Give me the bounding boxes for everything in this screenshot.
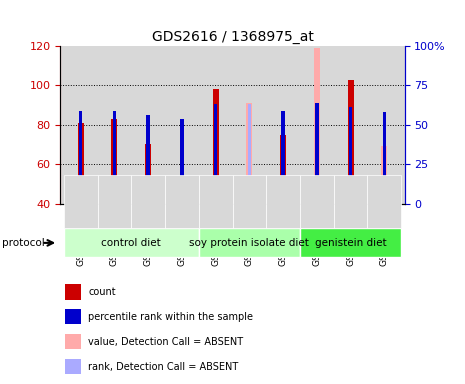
Bar: [347, 79, 353, 204]
Bar: [79, 111, 82, 204]
Bar: [78, 123, 84, 204]
Bar: [248, 104, 251, 204]
Bar: [146, 115, 150, 204]
Text: genistein diet: genistein diet: [315, 238, 386, 248]
Text: protocol: protocol: [2, 238, 45, 248]
Bar: [280, 135, 286, 204]
Bar: [232, 175, 266, 228]
Bar: [165, 175, 199, 228]
Bar: [381, 146, 387, 204]
Bar: [246, 103, 252, 204]
Bar: [349, 108, 352, 204]
Bar: [315, 103, 319, 204]
Bar: [64, 175, 98, 228]
Bar: [98, 175, 131, 228]
Bar: [300, 175, 334, 228]
Text: soy protein isolate diet: soy protein isolate diet: [189, 238, 309, 248]
Text: control diet: control diet: [101, 238, 161, 248]
Bar: [281, 111, 285, 204]
Text: value, Detection Call = ABSENT: value, Detection Call = ABSENT: [88, 337, 244, 347]
Text: percentile rank within the sample: percentile rank within the sample: [88, 312, 253, 322]
Bar: [179, 182, 185, 204]
Bar: [131, 175, 165, 228]
Bar: [64, 228, 199, 257]
Text: rank, Detection Call = ABSENT: rank, Detection Call = ABSENT: [88, 362, 239, 372]
Bar: [383, 112, 386, 204]
Bar: [266, 175, 300, 228]
Bar: [300, 228, 401, 257]
Bar: [367, 175, 401, 228]
Bar: [199, 175, 232, 228]
Bar: [213, 89, 219, 204]
Bar: [113, 111, 116, 204]
Bar: [199, 228, 300, 257]
Bar: [214, 104, 217, 204]
Title: GDS2616 / 1368975_at: GDS2616 / 1368975_at: [152, 30, 313, 44]
Bar: [334, 175, 367, 228]
Text: count: count: [88, 287, 116, 297]
Bar: [180, 119, 184, 204]
Bar: [112, 119, 118, 204]
Bar: [145, 144, 151, 204]
Bar: [314, 48, 320, 204]
